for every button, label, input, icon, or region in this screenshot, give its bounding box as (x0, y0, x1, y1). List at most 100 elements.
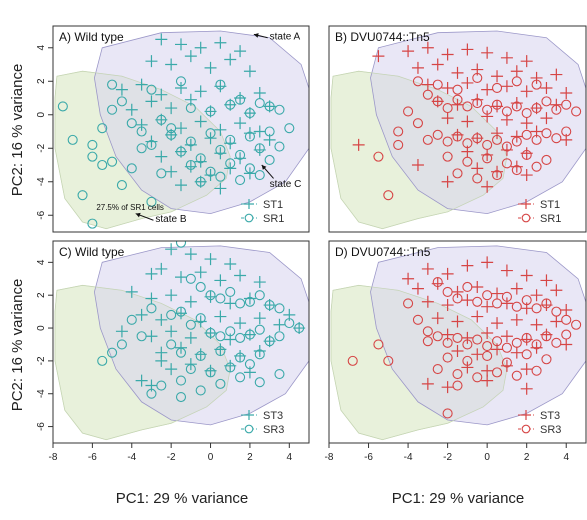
point-st1 (540, 81, 553, 94)
point-sr1 (403, 106, 414, 117)
point-sr3 (531, 365, 542, 376)
point-sr3 (175, 347, 187, 358)
point-sr1 (521, 129, 532, 140)
point-st3 (491, 317, 504, 330)
point-sr1 (491, 134, 503, 145)
point-sr1 (571, 106, 582, 117)
point-st1 (184, 138, 197, 151)
point-st3 (234, 269, 247, 282)
point-st3 (135, 374, 148, 387)
point-st1 (491, 127, 504, 140)
point-sr1 (205, 128, 216, 139)
point-sr1 (225, 158, 236, 169)
point-sr1 (244, 131, 255, 142)
point-sr3 (235, 372, 246, 383)
point-st3 (165, 363, 178, 376)
state-regions (330, 30, 586, 230)
point-st1 (194, 41, 207, 54)
point-sr3 (185, 273, 196, 284)
y-tick-label: 0 (36, 112, 47, 118)
y-tick-label: 4 (36, 45, 47, 51)
point-st1 (214, 123, 227, 136)
point-st1 (451, 66, 464, 79)
x-tick-label: 0 (484, 452, 490, 463)
y-tick-label: -6 (36, 210, 47, 219)
point-sr3 (195, 313, 206, 324)
y-tick-label: -4 (36, 389, 47, 398)
point-sr1 (205, 106, 216, 117)
point-sr3 (472, 334, 483, 345)
point-sr1 (126, 163, 137, 174)
point-sr1 (511, 136, 522, 147)
point-st3 (520, 269, 533, 282)
point-sr3 (442, 408, 453, 419)
point-sr1 (501, 106, 512, 117)
point-st3 (461, 294, 474, 307)
point-st3 (510, 313, 523, 326)
legend-label-sr1: SR1 (263, 213, 284, 225)
y-tick-label: 2 (36, 78, 47, 84)
point-st1 (441, 175, 454, 188)
point-sr3 (422, 326, 433, 337)
point-sr1 (107, 156, 118, 167)
point-sr3 (254, 290, 265, 301)
point-sr1 (511, 164, 522, 176)
point-sr3 (215, 331, 226, 342)
point-sr3 (225, 362, 236, 373)
point-sr1 (156, 168, 167, 179)
point-sr3 (175, 306, 187, 317)
point-st3 (500, 297, 513, 310)
point-st1 (411, 61, 424, 74)
point-sr1 (561, 99, 572, 110)
y-axis-label-top: PC2: 16 % variance (9, 64, 26, 197)
scatter-points (352, 41, 582, 201)
point-st3 (471, 280, 484, 293)
point-st1 (481, 180, 494, 193)
point-sr1 (432, 96, 443, 107)
point-sr1 (501, 158, 512, 169)
x-tick-label: 2 (524, 452, 530, 463)
point-sr3 (205, 290, 216, 301)
point-sr1 (156, 114, 167, 125)
point-st1 (510, 65, 523, 78)
point-st1 (234, 117, 247, 130)
point-sr1 (472, 97, 483, 109)
point-st1 (471, 162, 484, 175)
point-sr3 (442, 286, 453, 297)
point-sr1 (97, 159, 108, 171)
point-sr1 (107, 104, 118, 115)
point-st1 (145, 55, 158, 68)
point-sr1 (185, 103, 196, 114)
point-st1 (461, 43, 474, 56)
point-sr3 (412, 314, 424, 325)
point-st1 (372, 50, 385, 63)
point-st1 (204, 169, 217, 182)
point-st1 (175, 38, 187, 51)
point-sr3 (294, 322, 305, 334)
point-sr1 (541, 128, 552, 139)
point-sr3 (422, 336, 433, 347)
state-b-outline (330, 70, 508, 230)
point-st3 (273, 318, 286, 331)
annotation-text: state C (270, 179, 302, 190)
point-sr3 (482, 350, 493, 362)
point-st1 (214, 36, 227, 49)
point-sr1 (511, 101, 522, 112)
x-tick-label: 4 (287, 452, 293, 463)
point-sr1 (541, 154, 552, 166)
point-sr1 (482, 153, 493, 164)
point-st1 (253, 125, 266, 138)
point-sr1 (116, 96, 127, 107)
point-sr1 (175, 76, 187, 87)
point-sr3 (462, 339, 473, 350)
point-sr1 (175, 146, 187, 157)
legend-circle-marker (521, 424, 531, 434)
point-sr1 (452, 168, 463, 179)
point-st3 (165, 325, 178, 338)
point-st3 (481, 374, 494, 387)
point-sr3 (205, 327, 216, 339)
point-sr3 (491, 298, 503, 309)
legend-circle-marker (521, 213, 531, 223)
point-st3 (421, 377, 434, 390)
